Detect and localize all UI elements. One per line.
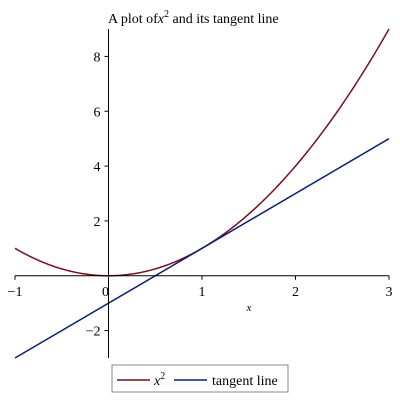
y-tick-label: 4: [94, 160, 101, 175]
series-line-tangent: [14, 138, 390, 359]
x-tick-label: 3: [386, 285, 393, 300]
x-axis-label: x: [246, 302, 252, 314]
y-tick-label: 2: [94, 215, 101, 230]
chart-title-var: x: [157, 12, 165, 27]
plot-lines: [14, 28, 390, 359]
y-tick-label: 8: [94, 50, 101, 65]
chart-title-suffix: and its tangent line: [169, 12, 279, 27]
legend-x-squared-exp: 2: [160, 371, 165, 382]
legend: x2 tangent line: [111, 364, 289, 393]
x-tick-label: 0: [102, 285, 109, 300]
chart-title-prefix: A plot of: [108, 12, 158, 27]
legend-entry-x-squared: x2: [153, 371, 165, 389]
y-ticks: −2 2 4 6 8: [86, 50, 109, 340]
x-tick-label: −1: [8, 285, 23, 300]
legend-entry-tangent-line: tangent line: [212, 374, 278, 389]
y-tick-label: 6: [94, 105, 101, 120]
y-tick-label: −2: [86, 325, 101, 340]
legend-x-squared-var: x: [153, 374, 161, 389]
series-line-x-squared: [14, 28, 390, 277]
x-tick-label: 1: [199, 285, 206, 300]
chart-title-exp: 2: [164, 9, 169, 20]
chart-title: A plot ofx2 and its tangent line: [108, 9, 279, 27]
x-ticks: −1 0 1 2 3: [8, 275, 393, 300]
axes: −1 0 1 2 3 −2 2 4 6 8: [8, 29, 393, 358]
legend-box: [111, 364, 289, 393]
x-tick-label: 2: [292, 285, 299, 300]
